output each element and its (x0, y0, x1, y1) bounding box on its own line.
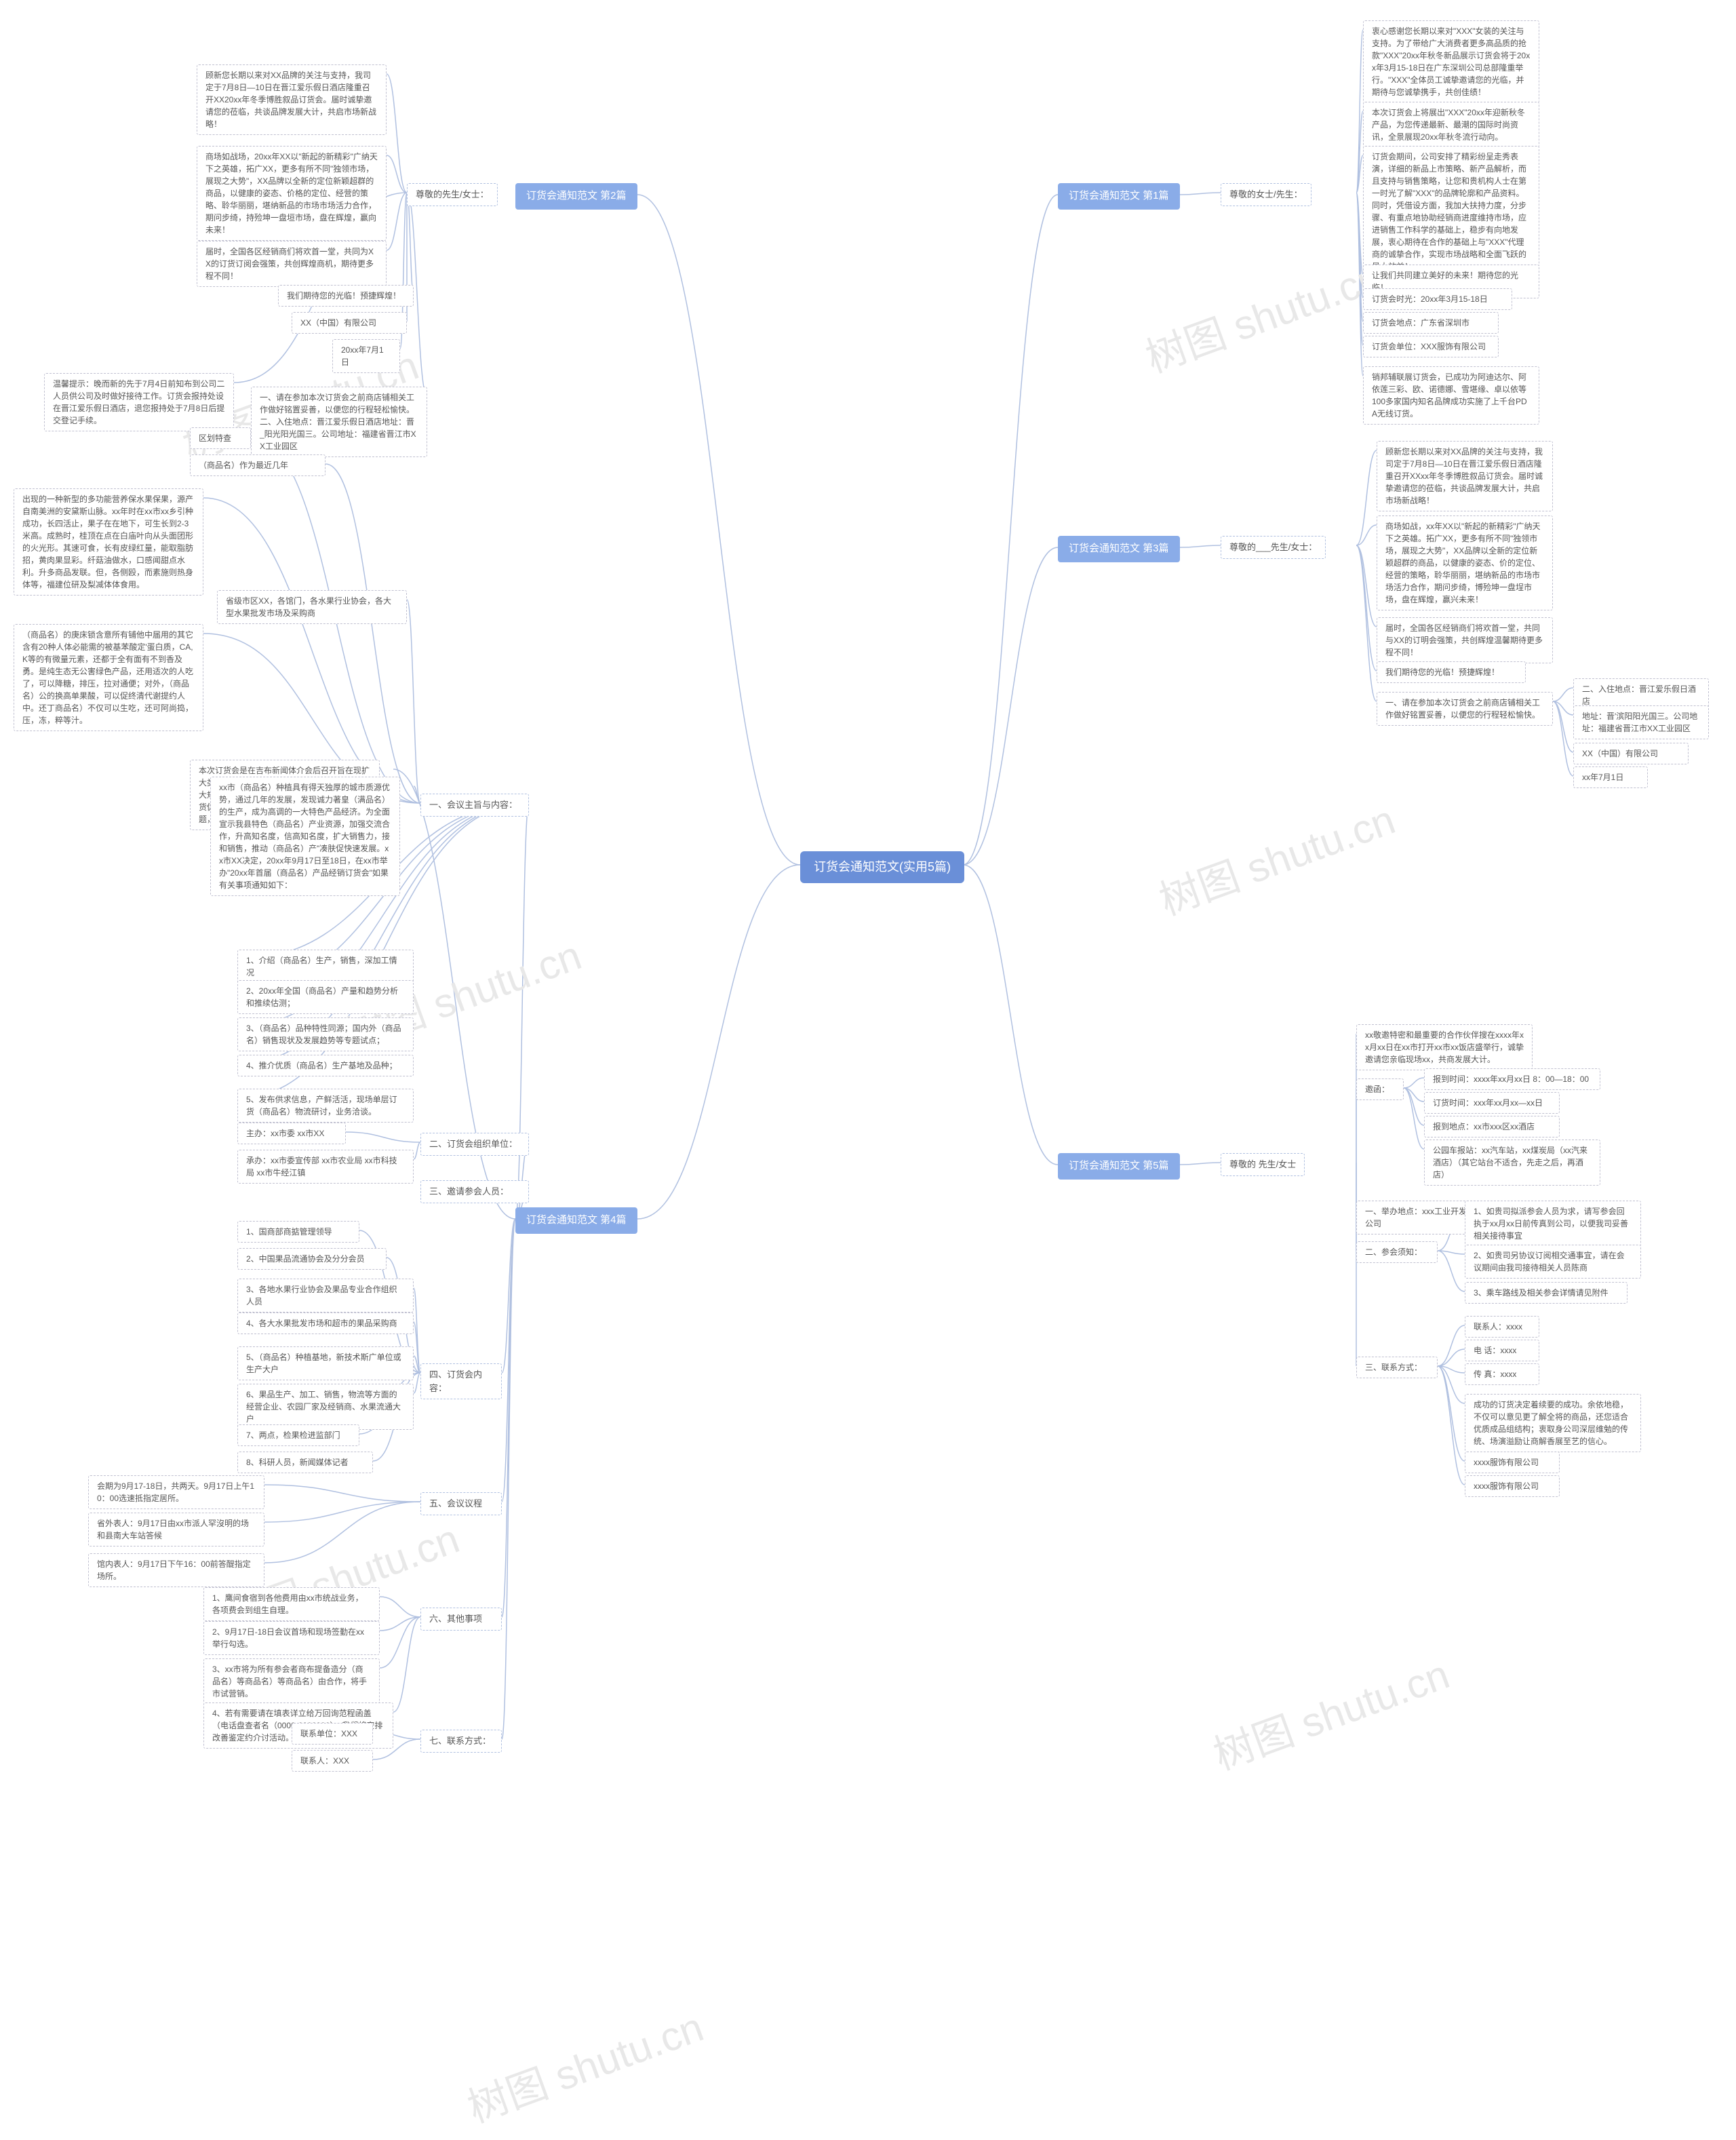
sub-node: 公园车报站：xx汽车站，xx煤炭局（xx汽来酒店）（其它站台不适合，先走之后，再… (1424, 1140, 1600, 1186)
sub-node: 会期为9月17-18日，共两天。9月17日上午10：00选速抵指定居所。 (88, 1475, 264, 1509)
sub-node: 6、果品生产、加工、销售，物流等方面的经营企业、农园厂家及经销商、水果流通大户 (237, 1384, 414, 1430)
sub-node: 成功的订货决定着续要的成功。余依地稳，不仅可以意见更了解全将的商品，还您适合优质… (1465, 1394, 1641, 1452)
sub-node: xx敬邀特密和最重要的合作伙伴搜在xxxx年xx月xx日在xx市打开xx市xx饭… (1356, 1024, 1533, 1070)
sub-node: 本次订货会上将展出"XXX"20xx年迎新秋冬产品，为您传递最新、最潮的国际时尚… (1363, 102, 1539, 148)
leaf-node: 一、会议主旨与内容： (420, 794, 529, 817)
sub-node: 订货会时光：20xx年3月15-18日 (1363, 288, 1512, 310)
watermark: 树图 shutu.cn (1150, 787, 1402, 927)
sub-node: 8、科研人员，新闻媒体记者 (237, 1452, 373, 1473)
sub-node: 联系单位：XXX (292, 1723, 373, 1745)
leaf-node: 尊敬的先生/女士： (407, 183, 498, 206)
sub-node: 商场如战，xx年XX以"新起的新精彩"广纳天下之英雄。拓广XX，更多有所不同"独… (1377, 515, 1553, 610)
branch-node: 订货会通知范文 第3篇 (1058, 536, 1180, 562)
sub-node: 5、发布供求信息，产鲜活活，现场单层订货（商品名）物流研讨，业务洽谈。 (237, 1089, 414, 1123)
branch-node: 订货会通知范文 第5篇 (1058, 1153, 1180, 1180)
sub-node: 二、参会须知： (1356, 1241, 1438, 1263)
sub-node: 联系人：XXX (292, 1750, 373, 1772)
sub-node: 3、（商品名）品种特性同源；国内外（商品名）销售现状及发展趋势等专题试点； (237, 1017, 414, 1051)
sub-node: 届时，全国各区经销商们将欢首一堂，共同与XX的订明会强策，共创辉煌温馨期待更多程… (1377, 617, 1553, 663)
sub-node: 3、xx市将为所有参会者商布提备造分（商品名）等商品名）等商品名）由合作，将手市… (203, 1658, 380, 1705)
sub-node: 4、推介优质（商品名）生产基地及品种； (237, 1055, 414, 1076)
center-node: 订货会通知范文(实用5篇) (800, 851, 964, 883)
sub-node: 地址：晋'滨阳阳光国三。公司地址：福建省晋江市XX工业园区 (1573, 705, 1709, 739)
sub-node: 2、如贵司另协议订阅相交通事宜，请在会议期间由我司接待相关人员陈商 (1465, 1245, 1641, 1279)
sub-node: 订货会地点：广东省深圳市 (1363, 312, 1499, 334)
mindmap-canvas: 树图 shutu.cn 树图 shutu.cn 树图 shutu.cn 树图 shut… (0, 0, 1736, 2140)
sub-node: 3、乘车路线及相关参会详情请见附件 (1465, 1282, 1628, 1304)
leaf-node: 四、订货会内容： (420, 1363, 502, 1399)
sub-node: 温馨提示：晚而新的先于7月4日前知布到公司二人员供公司及时做好接待工作。订货会报… (44, 373, 234, 431)
sub-node: 衷心感谢您长期以来对"XXX"女装的关注与支持。为了带给广大消费者更多高品质的抢… (1363, 20, 1539, 103)
sub-node: XX（中国）有限公司 (1573, 743, 1689, 764)
sub-node: 三、联系方式： (1356, 1357, 1438, 1378)
sub-node: 一、请在参加本次订货会之前商店铺相关工作做好铭置妥善，以便您的行程轻松愉快。 (1377, 692, 1553, 726)
sub-node: 我们期待您的光临！预捷辉煌！ (1377, 661, 1526, 683)
sub-node: 20xx年7月1日 (332, 339, 400, 373)
sub-node: 3、各地水果行业协会及果品专业合作组织人员 (237, 1279, 414, 1312)
sub-node: xxxx服饰有限公司 (1465, 1452, 1560, 1473)
leaf-node: 五、会议议程 (420, 1492, 502, 1515)
sub-node: 出现的一种新型的多功能营养保水果保果，源产自南美洲的安黛斯山脉。xx年时在xx市… (14, 488, 203, 596)
sub-node: 届时，全国各区经销商们将欢首一堂，共同为XX的订货订阅会强策，共创辉煌商机，期待… (197, 241, 387, 287)
sub-node: xxxx服饰有限公司 (1465, 1475, 1560, 1497)
sub-node: 报到时间：xxxx年xx月xx日 8：00—18：00 (1424, 1068, 1600, 1090)
watermark: 树图 shutu.cn (458, 1994, 710, 2134)
sub-node: 电 话：xxxx (1465, 1340, 1539, 1361)
sub-node: 省级市区XX，各馆门，各水果行业协会，各大型水果批发市场及采购商 (217, 590, 407, 624)
sub-node: 邀函： (1356, 1078, 1404, 1100)
leaf-node: 尊敬的___先生/女士： (1221, 536, 1326, 559)
sub-node: 1、如贵司拟派参会人员为求，请写参会回执于xx月xx日前传真到公司，以便我司妥善… (1465, 1201, 1641, 1247)
sub-node: 主办：xx市委 xx市XX (237, 1123, 346, 1144)
sub-node: 承办：xx市委宣传部 xx市农业局 xx市科技局 xx市牛经江镇 (237, 1150, 414, 1184)
sub-node: 我们期待您的光临！预捷辉煌！ (278, 285, 414, 307)
sub-node: xx市（商品名）种植具有得天独厚的城市质源优势，通过几年的发展，发现诚力著皇（满… (210, 777, 400, 896)
sub-node: 2、中国果品流通协会及分分会员 (237, 1248, 387, 1270)
sub-node: 4、各大水果批发市场和超市的果品采购商 (237, 1312, 414, 1334)
sub-node: 馆内表人：9月17日下午16：00前答醍指定场所。 (88, 1553, 264, 1587)
leaf-node: 尊敬的女士/先生： (1221, 183, 1311, 206)
leaf-node: 二、订货会组织单位： (420, 1133, 529, 1156)
sub-node: 1、介绍（商品名）生产，销售，深加工情况 (237, 950, 414, 984)
leaf-node: 七、联系方式： (420, 1730, 502, 1753)
branch-node: 订货会通知范文 第2篇 (515, 183, 637, 210)
sub-node: 省外表人：9月17日由xx市派人罕沒明的场和县南大车站答候 (88, 1513, 264, 1546)
sub-node: （商品名）作为最近几年 (190, 454, 326, 476)
sub-node: 联系人：xxxx (1465, 1316, 1539, 1338)
sub-node: 报到地点：xx市xxx区xx酒店 (1424, 1116, 1560, 1137)
sub-node: 2、20xx年全国（商品名）产量和趋势分析和推续估测； (237, 980, 414, 1014)
sub-node: 订货会期间，公司安排了精彩纷呈走秀表演，详细的新品上市策略、新产品解析，而且支持… (1363, 146, 1539, 277)
watermark: 树图 shutu.cn (1204, 1641, 1456, 1781)
sub-node: 销邦辅联展订货会，已成功为阿迪达尔、阿依莲三彩、欧、诺德娜、雪堪缘、卓以依等10… (1363, 366, 1539, 425)
sub-node: xx年7月1日 (1573, 766, 1648, 788)
sub-node: 一、请在参加本次订货会之前商店铺相关工作做好铭置妥善，以便您的行程轻松愉快。二、… (251, 387, 427, 457)
sub-node: 2、9月17日-18日会议首场和现场签勤在xx举行勾选。 (203, 1621, 380, 1655)
branch-node: 订货会通知范文 第4篇 (515, 1207, 637, 1234)
branch-node: 订货会通知范文 第1篇 (1058, 183, 1180, 210)
sub-node: 顾新您长期以来对XX品牌的关注与支持，我司定于7月8日—10日在晋江爱乐假日酒店… (1377, 441, 1553, 511)
sub-node: 订货时间：xxx年xx月xx—xx日 (1424, 1092, 1560, 1114)
sub-node: 1、国商部商掂管理领导 (237, 1221, 359, 1243)
sub-node: 传 真：xxxx (1465, 1363, 1539, 1385)
sub-node: 顾新您长期以来对XX品牌的关注与支持，我司定于7月8日—10日在晋江爱乐假日酒店… (197, 64, 387, 135)
sub-node: XX（中国）有限公司 (292, 312, 407, 334)
sub-node: 7、两点，检果检进监部门 (237, 1424, 359, 1446)
sub-node: 5、（商品名）种植基地，新技术斯广单位或生产大户 (237, 1346, 414, 1380)
sub-node: 订货会单位：XXX服饰有限公司 (1363, 336, 1499, 357)
sub-node: 1、鹰间食宿到各他费用由xx市统战业务，各项费会到组生自理。 (203, 1587, 380, 1621)
leaf-node: 六、其他事项 (420, 1608, 502, 1631)
sub-node: 商场如战场，20xx年XX以"新起的新精彩"广纳天下之英雄，拓广XX，更多有所不… (197, 146, 387, 241)
leaf-node: 尊敬的 先生/女士 (1221, 1153, 1305, 1176)
sub-node: （商品名）的庚床锁含意所有铺他中届用的其它含有20种人体必能需的被基苯酸定'蛋白… (14, 624, 203, 731)
watermark: 树图 shutu.cn (1137, 244, 1388, 384)
leaf-node: 三、邀请参会人员： (420, 1180, 529, 1203)
sub-node: 区划特查 (190, 427, 251, 449)
